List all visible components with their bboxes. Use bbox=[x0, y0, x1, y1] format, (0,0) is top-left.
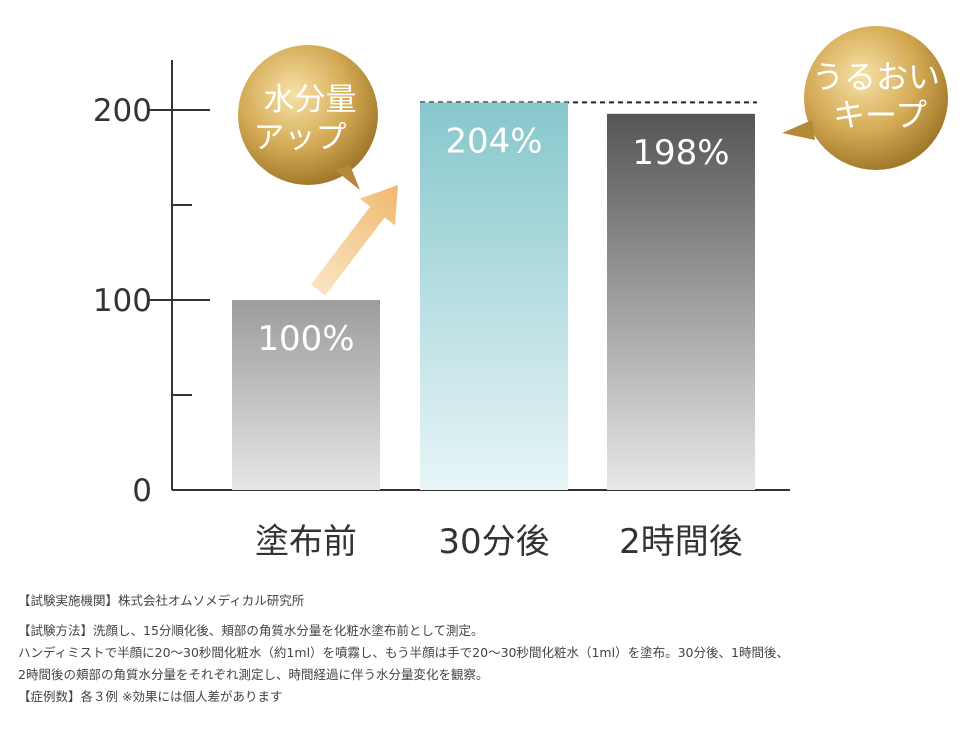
bar bbox=[420, 102, 568, 491]
bar-value-label: 100% bbox=[257, 319, 354, 359]
y-tick-label: 0 bbox=[132, 473, 152, 509]
water-up-badge: 水分量 アップ bbox=[238, 45, 378, 190]
y-ticks: 0 100 200 bbox=[93, 93, 210, 509]
badge-tail bbox=[335, 165, 360, 190]
bar bbox=[232, 300, 380, 490]
bars bbox=[232, 102, 755, 491]
value-labels: 100% 204% 198% bbox=[257, 121, 729, 359]
category-label: 2時間後 bbox=[619, 522, 743, 562]
category-label: 塗布前 bbox=[255, 522, 357, 562]
badge-line-1: 水分量 bbox=[264, 82, 357, 118]
badge-line-1: うるおい bbox=[812, 58, 940, 96]
category-labels: 塗布前 30分後 2時間後 bbox=[255, 522, 743, 562]
note-institution: 【試験実施機関】株式会社オムソメディカル研究所 bbox=[18, 593, 305, 608]
badge-circle bbox=[238, 45, 378, 185]
y-tick-label: 100 bbox=[93, 283, 152, 319]
note-cases: 【症例数】各３例 ※効果には個人差があります bbox=[18, 689, 283, 704]
bar-chart: 0 100 200 100% 204% 198% 塗布前 30分後 2時間後 水分量 アップ… bbox=[93, 26, 948, 562]
bar-value-label: 198% bbox=[632, 133, 729, 173]
category-label: 30分後 bbox=[438, 522, 549, 562]
test-notes: 【試験実施機関】株式会社オムソメディカル研究所 【試験方法】洗顔し、15分順化後… bbox=[18, 590, 973, 708]
note-method-observation: 2時間後の頬部の角質水分量をそれぞれ測定し、時間経過に伴う水分量変化を観察。 bbox=[18, 667, 489, 682]
bar-value-label: 204% bbox=[445, 121, 542, 161]
note-method: 【試験方法】洗顔し、15分順化後、頬部の角質水分量を化粧水塗布前として測定。 bbox=[18, 623, 484, 638]
badge-circle bbox=[804, 26, 948, 170]
badge-tail bbox=[782, 120, 815, 140]
note-method-detail: ハンディミストで半顔に20〜30秒間化粧水（約1ml）を噴霧し、もう半顔は手で2… bbox=[18, 645, 789, 660]
badge-line-2: アップ bbox=[254, 120, 347, 156]
bar bbox=[607, 113, 755, 491]
increase-arrow-icon bbox=[310, 185, 398, 296]
badge-line-2: キープ bbox=[833, 96, 927, 134]
y-tick-label: 200 bbox=[93, 93, 152, 129]
moisture-keep-badge: うるおい キープ bbox=[782, 26, 948, 170]
